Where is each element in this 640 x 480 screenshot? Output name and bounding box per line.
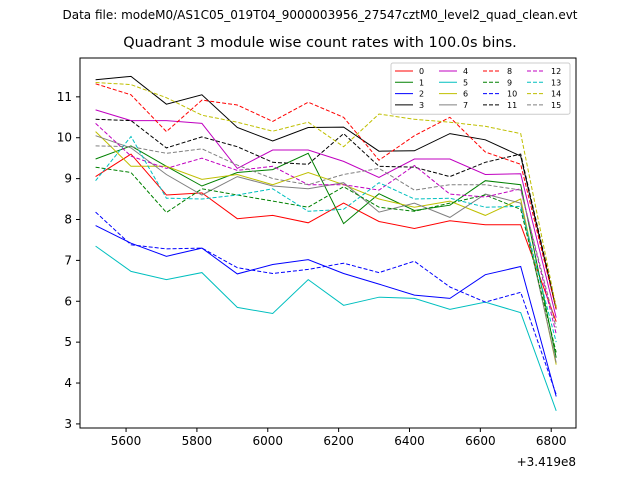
data-file-suptitle: Data file: modeM0/AS1C05_019T04_90000039… — [62, 8, 578, 22]
x-tick-label: 5800 — [182, 434, 213, 448]
y-tick-label: 8 — [64, 212, 72, 226]
legend-label-6: 6 — [463, 90, 468, 99]
legend-label-4: 4 — [463, 67, 468, 76]
x-tick-label: 6200 — [323, 434, 354, 448]
x-tick-label: 6600 — [465, 434, 496, 448]
x-tick-label: 6400 — [394, 434, 425, 448]
series-line-6 — [95, 131, 557, 365]
legend-label-15: 15 — [551, 101, 561, 110]
series-line-4 — [95, 109, 557, 318]
legend-label-1: 1 — [419, 78, 424, 87]
y-tick-label: 9 — [64, 172, 72, 186]
series-line-13 — [95, 135, 557, 343]
legend-label-9: 9 — [507, 78, 512, 87]
y-tick-label: 7 — [64, 253, 72, 267]
series-line-8 — [95, 83, 557, 310]
legend-label-12: 12 — [551, 67, 561, 76]
legend-label-2: 2 — [419, 90, 424, 99]
x-tick-label: 6800 — [536, 434, 567, 448]
y-tick-label: 6 — [64, 294, 72, 308]
legend-label-13: 13 — [551, 78, 561, 87]
series-line-11 — [95, 118, 557, 308]
series-line-14 — [95, 82, 557, 308]
series-line-10 — [95, 211, 557, 395]
series-line-7 — [95, 135, 557, 363]
y-tick-label: 10 — [57, 131, 72, 145]
series-line-15 — [95, 145, 557, 328]
x-tick-label: 5600 — [111, 434, 142, 448]
series-line-12 — [95, 123, 557, 335]
series-layer — [95, 75, 557, 411]
series-line-0 — [95, 153, 557, 322]
legend-label-0: 0 — [419, 67, 424, 76]
axes-frame — [79, 57, 577, 429]
legend-label-7: 7 — [463, 101, 468, 110]
series-line-9 — [95, 166, 557, 353]
x-tick-label: 6000 — [252, 434, 283, 448]
series-line-3 — [95, 75, 557, 310]
y-tick-label: 4 — [64, 376, 72, 390]
axes-layer: 5600 5800 6000 6200 6400 6600 680034567891011+… — [57, 57, 577, 469]
legend-label-10: 10 — [507, 90, 517, 99]
legend-label-14: 14 — [551, 90, 561, 99]
series-line-5 — [95, 245, 557, 411]
legend-label-11: 11 — [507, 101, 517, 110]
plot-area — [80, 58, 576, 428]
y-tick-label: 11 — [57, 90, 72, 104]
legend-label-3: 3 — [419, 101, 424, 110]
x-offset-label: +3.419e8 — [517, 455, 576, 469]
y-tick-label: 5 — [64, 335, 72, 349]
chart-title: Quadrant 3 module wise count rates with … — [123, 35, 517, 51]
y-tick-label: 3 — [64, 417, 72, 431]
legend-label-5: 5 — [463, 78, 468, 87]
legend-box — [390, 62, 571, 115]
legend-label-8: 8 — [507, 67, 512, 76]
